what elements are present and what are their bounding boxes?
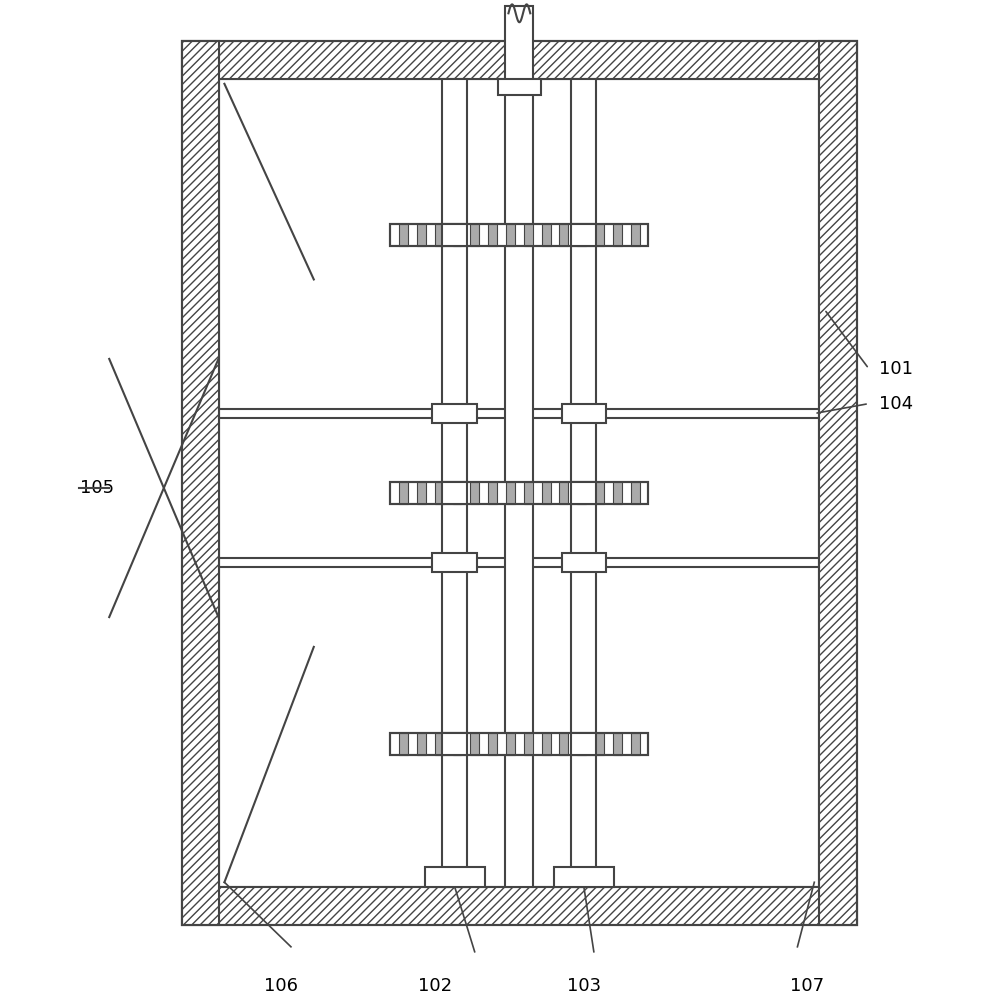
Bar	[443, 733, 468, 755]
Bar	[523, 733, 532, 755]
Text: 107: 107	[790, 977, 824, 995]
Bar	[417, 482, 426, 504]
Bar	[453, 733, 462, 755]
Bar	[489, 224, 498, 246]
Bar	[391, 482, 648, 504]
Bar	[541, 733, 550, 755]
Bar	[630, 224, 639, 246]
Bar	[391, 733, 648, 755]
Bar	[391, 224, 648, 246]
Text: 102: 102	[418, 977, 452, 995]
Bar	[554, 867, 613, 887]
Bar	[471, 733, 480, 755]
Bar	[443, 224, 468, 246]
Bar	[435, 733, 444, 755]
Bar	[571, 79, 596, 887]
Bar	[435, 482, 444, 504]
Bar	[630, 482, 639, 504]
Bar	[182, 41, 220, 925]
Bar	[506, 733, 514, 755]
Text: 103: 103	[566, 977, 601, 995]
Bar	[400, 224, 408, 246]
Bar	[489, 482, 498, 504]
Bar	[571, 224, 596, 246]
Bar	[506, 224, 514, 246]
Text: 105: 105	[80, 479, 114, 497]
Bar	[182, 41, 857, 79]
Bar	[417, 224, 426, 246]
Bar	[505, 6, 533, 887]
Bar	[182, 887, 857, 925]
Bar	[571, 733, 596, 755]
Text: 101: 101	[879, 360, 913, 378]
Bar	[612, 733, 621, 755]
Bar	[471, 224, 480, 246]
Bar	[400, 482, 408, 504]
Bar	[435, 224, 444, 246]
Bar	[819, 41, 857, 925]
Bar	[453, 224, 462, 246]
Bar	[523, 482, 532, 504]
Bar	[443, 482, 468, 504]
Bar	[630, 733, 639, 755]
Text: 104: 104	[879, 395, 913, 413]
Bar	[471, 482, 480, 504]
Bar	[391, 224, 648, 246]
Bar	[561, 553, 606, 572]
Bar	[577, 482, 586, 504]
Bar	[559, 482, 568, 504]
Bar	[595, 224, 604, 246]
Bar	[612, 482, 621, 504]
Text: 106: 106	[264, 977, 298, 995]
Bar	[541, 482, 550, 504]
Bar	[417, 733, 426, 755]
Bar	[425, 867, 485, 887]
Bar	[612, 224, 621, 246]
Bar	[523, 224, 532, 246]
Bar	[400, 733, 408, 755]
Bar	[577, 224, 586, 246]
Bar	[595, 733, 604, 755]
Bar	[433, 553, 478, 572]
Bar	[561, 404, 606, 423]
Bar	[391, 733, 648, 755]
Bar	[559, 224, 568, 246]
Bar	[489, 733, 498, 755]
Bar	[443, 79, 468, 887]
Bar	[391, 482, 648, 504]
Bar	[571, 482, 596, 504]
Bar	[595, 482, 604, 504]
Bar	[559, 733, 568, 755]
Bar	[220, 79, 819, 887]
Bar	[541, 224, 550, 246]
Bar	[498, 79, 541, 95]
Bar	[506, 482, 514, 504]
Bar	[433, 404, 478, 423]
Bar	[453, 482, 462, 504]
Bar	[182, 41, 857, 925]
Bar	[577, 733, 586, 755]
